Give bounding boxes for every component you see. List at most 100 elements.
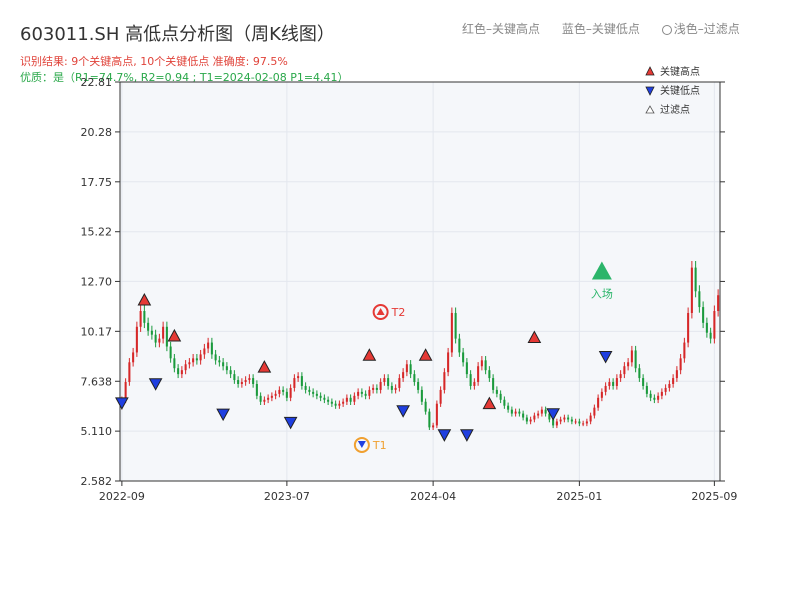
candle-body [488,370,491,379]
candle-body [548,413,551,420]
candle-body [210,342,213,355]
key-low-marker [598,350,613,364]
candle-body [443,372,446,390]
candle-body [300,376,303,386]
candle-body [383,378,386,383]
candle-body [237,380,240,384]
candle-body [447,352,450,373]
candle-body [668,383,671,388]
candle-body [379,382,382,390]
t2-label: T2 [391,306,406,319]
candle-body [169,346,172,359]
candle-body [132,352,135,363]
candle-body [330,401,333,404]
candle-body [184,364,187,371]
legend-high-icon [645,66,655,76]
candle-body [173,358,176,369]
candle-body [649,393,652,398]
candle-body [567,417,570,420]
x-tick-label: 2025-01 [556,490,602,503]
x-tick-label: 2022-09 [99,490,145,503]
y-tick-label: 12.70 [81,275,113,288]
candle-body [282,389,285,392]
candle-body [634,350,637,369]
candle-body [585,421,588,424]
key-low-marker [437,429,452,442]
hollow-circle-icon [661,24,672,35]
candle-body [293,378,296,388]
candle-body [454,312,457,339]
candle-body [390,385,393,390]
y-tick-label: 15.22 [81,226,113,239]
candle-body [544,409,547,414]
candle-body [484,360,487,371]
candle-body [514,411,517,414]
candle-body [555,421,558,426]
candle-body [465,362,468,375]
candle-body [165,326,168,347]
candle-body [177,368,180,375]
candle-body [683,342,686,359]
x-tick-label: 2025-09 [691,490,737,503]
candle-body [308,389,311,392]
candle-body [150,330,153,335]
candle-body [229,370,232,375]
legend-low-icon [645,86,655,96]
candle-body [334,403,337,406]
candle-body [507,405,510,410]
candle-body [338,403,341,406]
candle-body [612,382,615,386]
candle-body [570,419,573,422]
candle-body [563,417,566,420]
candle-body [409,364,412,375]
candle-body [702,307,705,323]
candle-body [315,393,318,396]
key-low-marker [283,416,298,430]
candle-body [492,378,495,390]
legend-filtered-icon [645,105,655,114]
candle-body [192,358,195,363]
candle-body [432,425,435,428]
candle-body [428,411,431,428]
candle-body [687,312,690,343]
key-low-marker [148,378,163,391]
candle-body [660,391,663,396]
candle-body [188,362,191,365]
candle-body [420,389,423,402]
candle-body [435,403,438,426]
key-high-marker [527,330,542,344]
candle-body [469,374,472,386]
candle-body [345,397,348,402]
candle-body [364,393,367,396]
key-high-marker [167,328,182,342]
candle-body [267,397,270,400]
legend-item: 过滤点 [645,103,690,116]
candle-body [495,389,498,394]
candle-body [615,378,618,386]
legend-light-text: 浅色–过滤点 [661,22,740,36]
candle-body [143,311,146,323]
t1-inner-marker [357,440,366,448]
candle-body [278,389,281,394]
key-low-marker [216,408,230,422]
quality-line: 优质：是（R1=74.7%, R2=0.94 ; T1=2024-02-08 P… [20,71,349,84]
candle-body [394,387,397,390]
candle-body [675,370,678,379]
candle-body [263,399,266,402]
candle-body [698,291,701,308]
candle-body [360,391,363,394]
candle-body [342,401,345,404]
key-low-marker [546,408,560,421]
candle-body [552,419,555,426]
candle-body [518,411,521,414]
candle-body [372,387,375,390]
candle-body [225,366,228,371]
candle-body [480,360,483,367]
candle-body [525,417,528,422]
candle-body [589,415,592,422]
candle-body [270,395,273,398]
candle-body [458,338,461,353]
candle-body [259,395,262,402]
candle-body [162,326,165,339]
candle-body [252,378,255,384]
